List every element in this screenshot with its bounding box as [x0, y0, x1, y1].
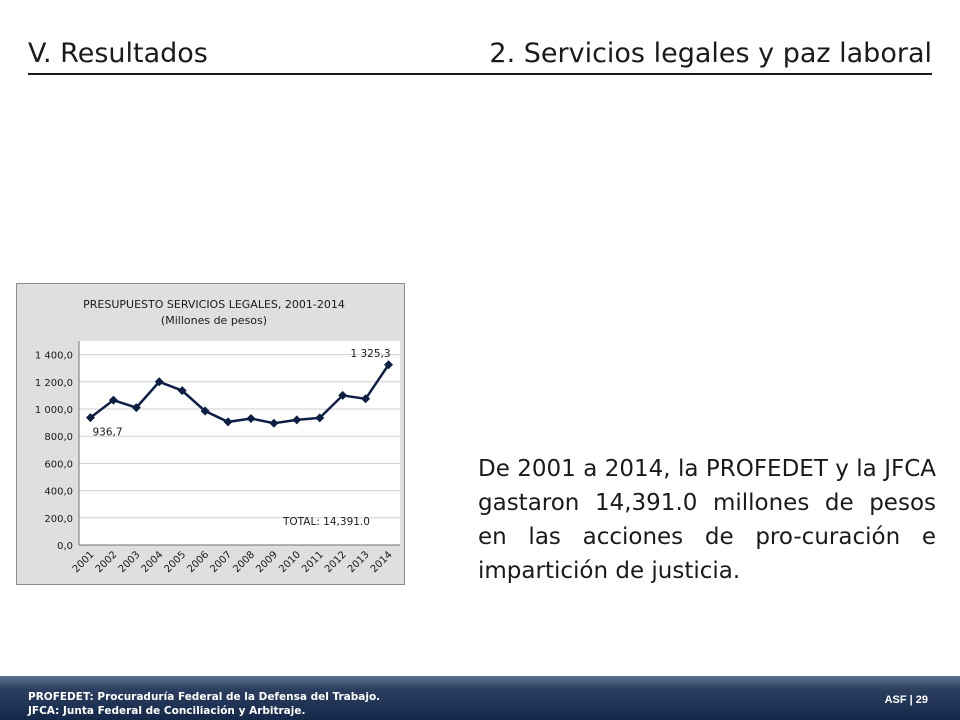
x-tick-label: 2010 — [277, 549, 303, 575]
data-point-marker — [338, 390, 348, 400]
data-point-marker — [361, 394, 371, 404]
x-tick-label: 2002 — [94, 549, 120, 575]
x-tick-label: 2014 — [369, 549, 395, 575]
x-tick-label: 2011 — [300, 549, 326, 575]
data-point-marker — [315, 413, 325, 423]
data-label-last: 1 325,3 — [350, 348, 390, 360]
budget-chart: PRESUPUESTO SERVICIOS LEGALES, 2001-2014… — [16, 283, 405, 585]
section-title: V. Resultados — [28, 38, 208, 69]
page-number: ASF | 29 — [884, 694, 928, 706]
chart-total-annotation: TOTAL: 14,391.0 — [282, 516, 370, 528]
x-tick-label: 2004 — [140, 549, 166, 575]
data-point-marker — [154, 377, 164, 387]
data-point-marker — [269, 418, 279, 428]
data-point-marker — [292, 415, 302, 425]
chart-title: PRESUPUESTO SERVICIOS LEGALES, 2001-2014 — [83, 298, 345, 311]
data-point-marker — [177, 386, 187, 396]
data-point-marker — [108, 395, 118, 405]
footer-bar — [0, 676, 960, 720]
x-tick-label: 2005 — [163, 549, 189, 575]
chart-subtitle: (Millones de pesos) — [161, 314, 267, 327]
x-tick-label: 2003 — [117, 549, 143, 575]
data-label-first: 936,7 — [92, 427, 122, 439]
budget-line-chart: PRESUPUESTO SERVICIOS LEGALES, 2001-2014… — [35, 298, 400, 575]
plot-area — [79, 341, 400, 545]
y-tick-label: 400,0 — [44, 487, 73, 498]
series-line — [89, 364, 390, 425]
footnote-jfca: JFCA: Junta Federal de Conciliación y Ar… — [28, 705, 306, 717]
subsection-title: 2. Servicios legales y paz laboral — [489, 38, 932, 69]
data-point-marker — [131, 403, 141, 413]
y-tick-label: 800,0 — [44, 432, 73, 443]
x-tick-label: 2006 — [185, 549, 211, 575]
y-tick-label: 1 000,0 — [35, 405, 73, 416]
data-point-marker — [384, 360, 394, 370]
footnote-profedet: PROFEDET: Procuraduría Federal de la Def… — [28, 691, 381, 703]
x-tick-label: 2013 — [346, 549, 372, 575]
y-tick-label: 0,0 — [57, 541, 73, 552]
y-tick-label: 1 400,0 — [35, 351, 73, 362]
x-tick-label: 2007 — [208, 549, 234, 575]
y-tick-label: 600,0 — [44, 459, 73, 470]
data-point-marker — [223, 417, 233, 427]
title-divider — [28, 73, 932, 75]
x-tick-label: 2009 — [254, 549, 280, 575]
x-tick-label: 2012 — [323, 549, 349, 575]
data-point-marker — [85, 413, 95, 423]
summary-paragraph: De 2001 a 2014, la PROFEDET y la JFCA ga… — [478, 456, 936, 584]
data-point-marker — [246, 414, 256, 424]
y-tick-label: 1 200,0 — [35, 378, 73, 389]
x-tick-label: 2008 — [231, 549, 257, 575]
x-tick-label: 2001 — [71, 549, 97, 575]
data-point-marker — [200, 406, 210, 416]
footer-notes: PROFEDET: Procuraduría Federal de la Def… — [28, 690, 380, 718]
y-tick-label: 200,0 — [44, 514, 73, 525]
